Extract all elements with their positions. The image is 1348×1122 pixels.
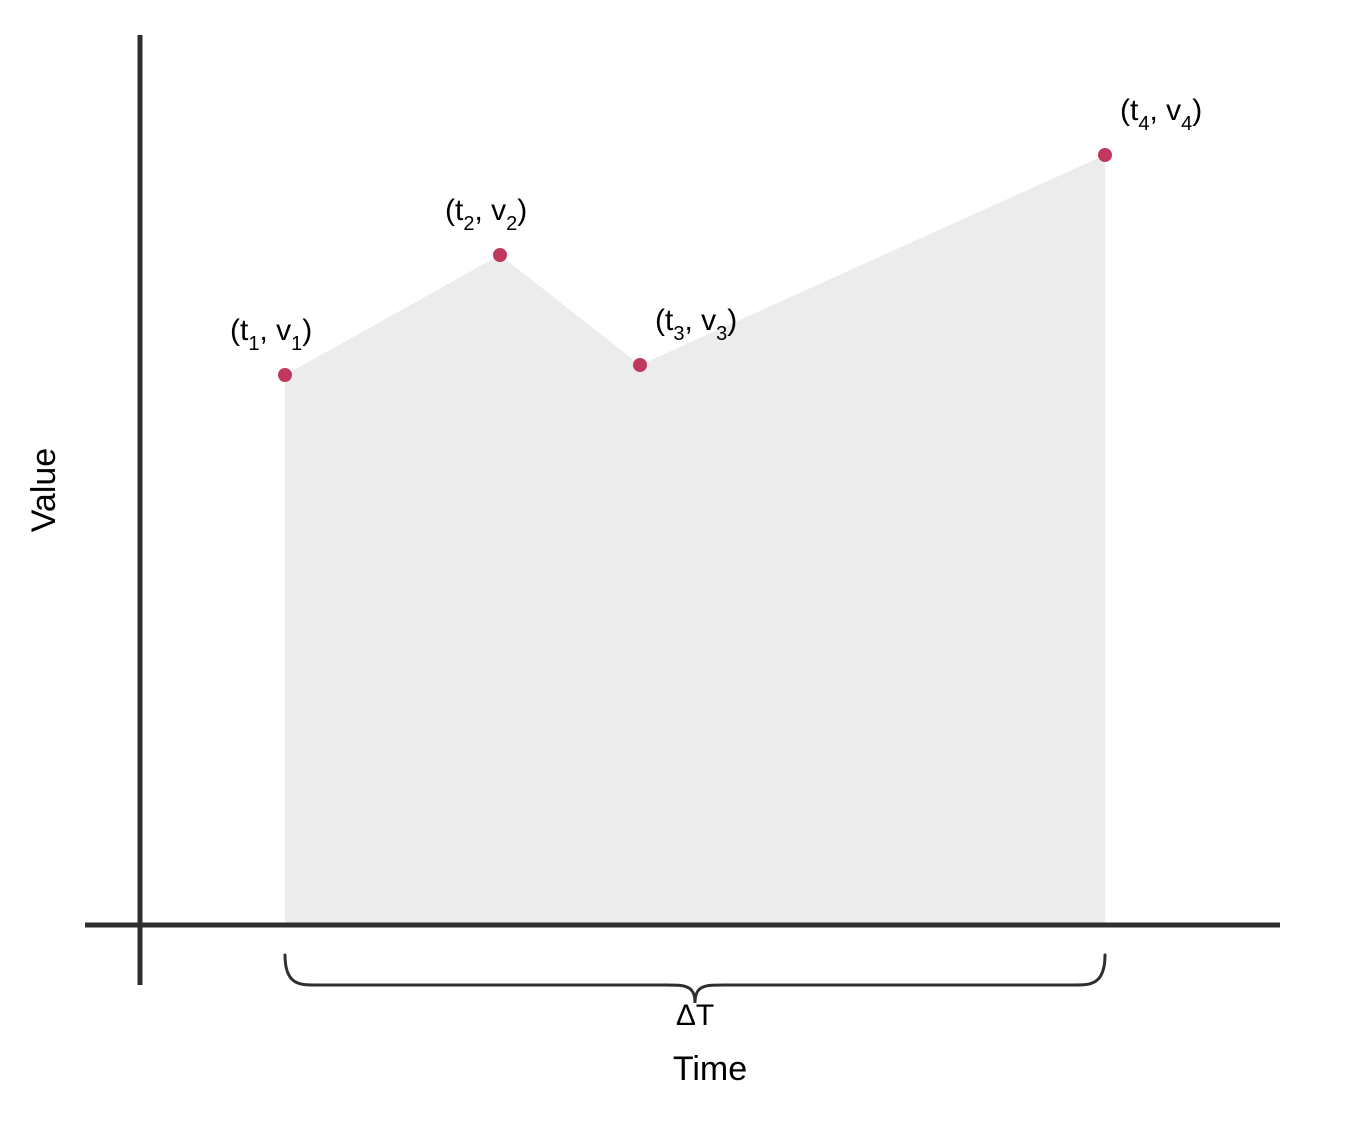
data-point-2 (493, 248, 507, 262)
data-point-3 (633, 358, 647, 372)
data-point-4 (1098, 148, 1112, 162)
delta-t-label: ΔT (676, 999, 714, 1032)
chart-svg: (t1, v1)(t2, v2)(t3, v3)(t4, v4)ΔTTimeVa… (0, 0, 1348, 1122)
data-point-1 (278, 368, 292, 382)
x-axis-label: Time (673, 1050, 747, 1088)
y-axis-label: Value (25, 448, 63, 532)
